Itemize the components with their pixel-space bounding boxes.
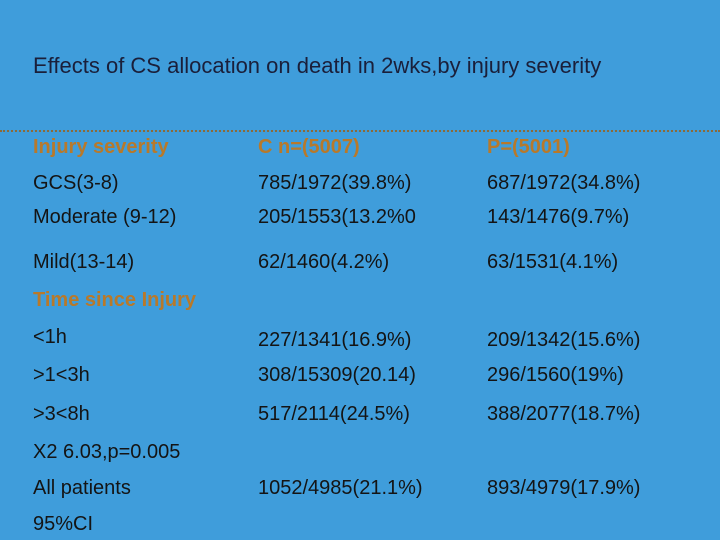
row-label: Moderate (9-12) (33, 206, 177, 228)
row-label: Mild(13-14) (33, 251, 135, 273)
row-label: All patients (33, 477, 131, 499)
row-label: 95%CI (33, 513, 94, 535)
cell: 62/1460(4.2%) (258, 251, 390, 273)
cell: 296/1560(19%) (487, 364, 624, 386)
header-cell: Injury severity (33, 136, 169, 158)
row-label: >3<8h (33, 403, 90, 425)
header-cell: P=(5001) (487, 136, 570, 158)
cell: 227/1341(16.9%) (258, 329, 412, 351)
cell: 1052/4985(21.1%) (258, 477, 423, 499)
cell: 63/1531(4.1%) (487, 251, 619, 273)
header-cell: C n=(5007) (258, 136, 360, 158)
cell: 308/15309(20.14) (258, 364, 416, 386)
slide-title: Effects of CS allocation on death in 2wk… (33, 53, 602, 78)
row-label: GCS(3-8) (33, 172, 119, 194)
row-label: >1<3h (33, 364, 90, 386)
cell: 143/1476(9.7%) (487, 206, 630, 228)
section-heading: Time since Injury (33, 289, 197, 311)
cell: 209/1342(15.6%) (487, 329, 641, 351)
cell: 785/1972(39.8%) (258, 172, 412, 194)
cell: 205/1553(13.2%0 (258, 206, 416, 228)
cell: 893/4979(17.9%) (487, 477, 641, 499)
cell: 517/2114(24.5%) (258, 403, 410, 425)
cell: 388/2077(18.7%) (487, 403, 641, 425)
row-label: <1h (33, 326, 67, 348)
divider (0, 130, 720, 132)
row-label: X2 6.03,p=0.005 (33, 441, 181, 463)
cell: 687/1972(34.8%) (487, 172, 641, 194)
